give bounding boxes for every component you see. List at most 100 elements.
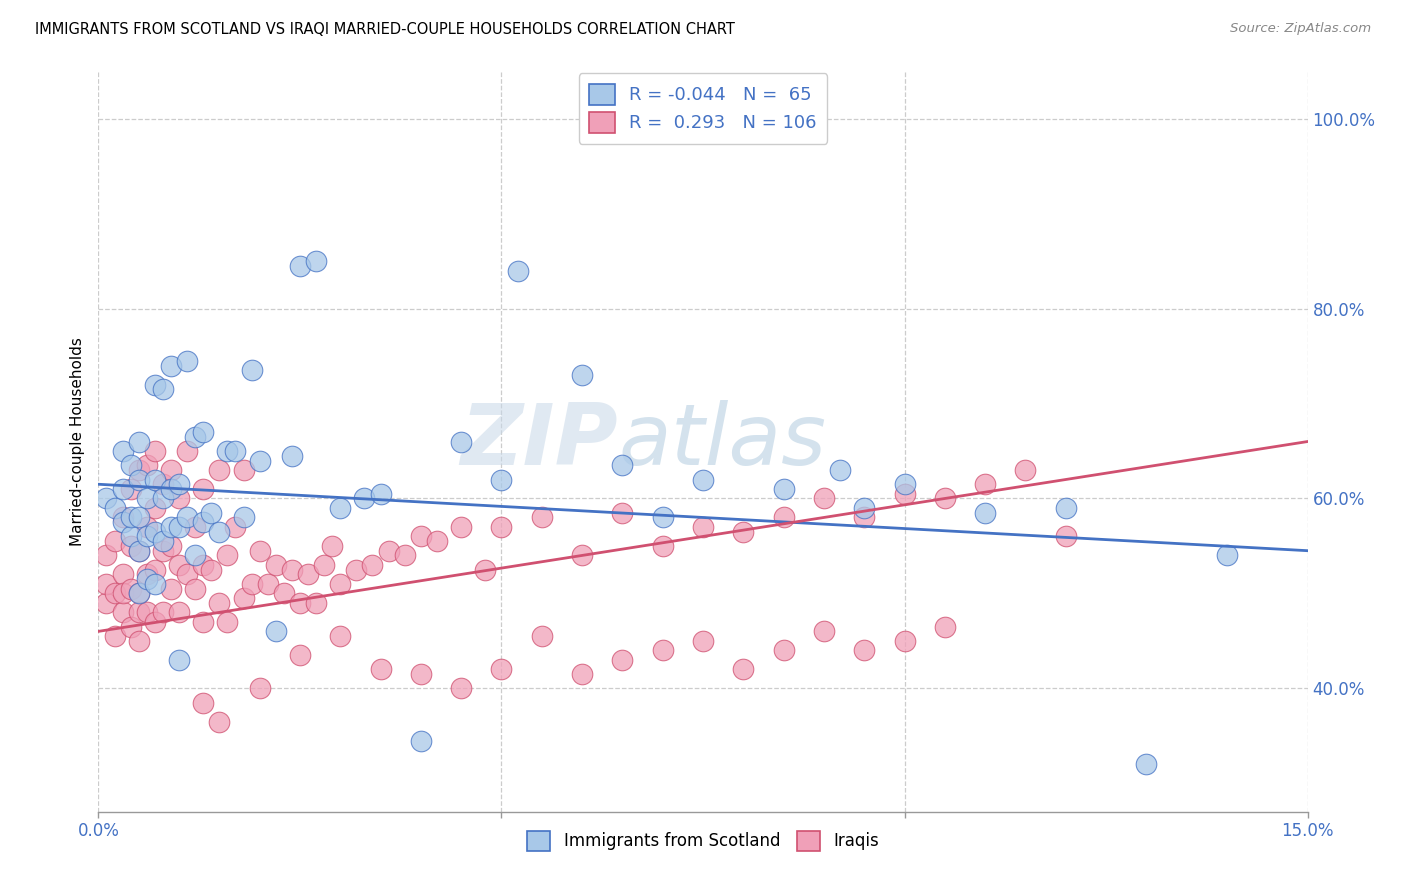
Point: [128, 473, 150, 487]
Point: [281, 449, 304, 463]
Point: [96, 577, 118, 591]
Point: [491, 520, 513, 534]
Point: [256, 577, 278, 591]
Point: [103, 586, 125, 600]
Point: [128, 510, 150, 524]
Point: [111, 515, 134, 529]
Point: [184, 520, 207, 534]
Point: [828, 463, 851, 477]
Point: [184, 430, 207, 444]
Point: [143, 615, 166, 629]
Point: [152, 382, 174, 396]
Point: [193, 482, 215, 496]
Point: [240, 577, 263, 591]
Point: [96, 491, 118, 506]
Point: [143, 500, 166, 515]
Y-axis label: Married-couple Households: Married-couple Households: [69, 337, 84, 546]
Point: [120, 482, 142, 496]
Point: [111, 510, 134, 524]
Point: [853, 500, 876, 515]
Point: [409, 733, 432, 747]
Point: [160, 463, 183, 477]
Point: [152, 491, 174, 506]
Text: ZIP: ZIP: [461, 400, 619, 483]
Point: [232, 510, 254, 524]
Point: [111, 482, 134, 496]
Point: [120, 510, 142, 524]
Point: [571, 667, 593, 681]
Point: [361, 558, 384, 572]
Point: [612, 506, 634, 520]
Point: [409, 529, 432, 543]
Point: [135, 529, 157, 543]
Point: [143, 524, 166, 539]
Point: [813, 491, 835, 506]
Point: [377, 543, 399, 558]
Point: [329, 577, 352, 591]
Point: [370, 662, 392, 676]
Point: [160, 520, 183, 534]
Point: [135, 520, 157, 534]
Point: [612, 458, 634, 473]
Point: [305, 254, 328, 268]
Point: [232, 591, 254, 606]
Point: [491, 473, 513, 487]
Point: [224, 520, 246, 534]
Point: [143, 444, 166, 458]
Point: [111, 586, 134, 600]
Point: [128, 606, 150, 620]
Point: [474, 563, 496, 577]
Point: [152, 606, 174, 620]
Point: [530, 510, 553, 524]
Point: [135, 567, 157, 582]
Point: [193, 615, 215, 629]
Point: [217, 615, 239, 629]
Point: [329, 500, 352, 515]
Point: [96, 596, 118, 610]
Point: [167, 491, 190, 506]
Point: [217, 444, 239, 458]
Point: [394, 549, 416, 563]
Point: [692, 473, 714, 487]
Point: [208, 596, 231, 610]
Point: [409, 667, 432, 681]
Point: [264, 558, 287, 572]
Point: [893, 633, 915, 648]
Point: [893, 477, 915, 491]
Point: [167, 477, 190, 491]
Point: [974, 506, 997, 520]
Point: [813, 624, 835, 639]
Point: [974, 477, 997, 491]
Point: [240, 363, 263, 377]
Point: [297, 567, 319, 582]
Point: [772, 510, 794, 524]
Point: [193, 696, 215, 710]
Point: [128, 543, 150, 558]
Point: [733, 524, 755, 539]
Point: [200, 563, 222, 577]
Point: [208, 463, 231, 477]
Point: [733, 662, 755, 676]
Point: [772, 482, 794, 496]
Point: [612, 653, 634, 667]
Point: [128, 463, 150, 477]
Point: [772, 643, 794, 657]
Point: [450, 434, 472, 449]
Point: [160, 359, 183, 373]
Point: [143, 473, 166, 487]
Point: [571, 549, 593, 563]
Point: [120, 582, 142, 596]
Point: [314, 558, 336, 572]
Point: [692, 520, 714, 534]
Point: [184, 582, 207, 596]
Point: [491, 662, 513, 676]
Point: [450, 520, 472, 534]
Point: [853, 510, 876, 524]
Point: [160, 482, 183, 496]
Point: [111, 567, 134, 582]
Text: Source: ZipAtlas.com: Source: ZipAtlas.com: [1230, 22, 1371, 36]
Point: [232, 463, 254, 477]
Point: [152, 477, 174, 491]
Point: [370, 487, 392, 501]
Point: [200, 506, 222, 520]
